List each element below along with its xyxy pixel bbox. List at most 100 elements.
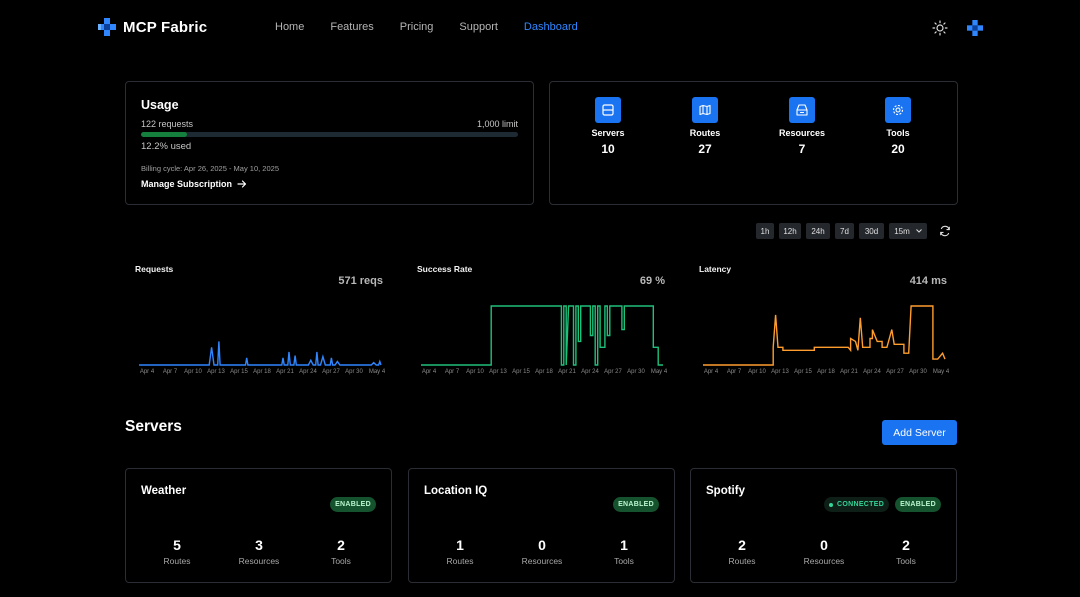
usage-limit: 1,000 limit [476,119,518,129]
chart-value: 414 ms [909,275,947,287]
x-tick-label: Apr 15 [512,369,530,375]
server-badges: CONNECTED ENABLED [824,497,941,512]
stat-value: 7 [798,142,806,156]
range-1h[interactable]: 1h [756,223,774,239]
success-rate-plot: Apr 4 Apr 7 Apr 10 Apr 13 Apr 15 Apr 18 Apr 21… [421,305,667,375]
resources-count: 0 [538,537,546,553]
connected-badge: CONNECTED [824,497,890,512]
routes-label: Routes [163,556,191,566]
range-24h[interactable]: 24h [806,223,830,239]
stat-tools[interactable]: Tools 20 [858,97,938,156]
mcp-logo-icon [98,18,116,36]
sun-icon[interactable] [932,20,948,36]
x-tick-label: Apr 18 [253,369,271,375]
stat-value: 10 [601,142,615,156]
x-tick-label: Apr 13 [771,369,789,375]
requests-chart: Requests 571 reqs Apr 4 Apr 7 Apr 10 Apr 13… [135,262,385,380]
x-tick-label: Apr 27 [604,369,622,375]
server-card-spotify[interactable]: Spotify CONNECTED ENABLED 2 Routes 0 Res… [690,468,957,583]
usage-card: Usage 122 requests 1,000 limit 12.2% use… [125,81,534,205]
series-line [703,305,946,366]
range-12h[interactable]: 12h [779,223,801,239]
interval-value: 15m [894,226,910,236]
x-tick-label: Apr 13 [207,369,225,375]
main-nav: Home Features Pricing Support Dashboard [275,21,604,33]
x-tick-label: May 4 [369,369,385,375]
usage-progress-fill [141,132,187,137]
chart-value: 571 reqs [338,275,383,287]
x-tick-label: Apr 24 [299,369,317,375]
server-card-location-iq[interactable]: Location IQ ENABLED 1 Routes 0 Resources… [408,468,675,583]
brand-logo[interactable]: MCP Fabric [98,18,207,36]
x-tick-label: Apr 7 [445,369,460,375]
tools-count: 2 [902,537,910,553]
x-tick-label: Apr 18 [535,369,553,375]
x-tick-label: Apr 21 [840,369,858,375]
stat-resources[interactable]: Resources 7 [762,97,842,156]
brand-name: MCP Fabric [123,18,208,36]
interval-select[interactable]: 15m [889,223,927,239]
x-tick-label: Apr 15 [230,369,248,375]
resources-label: Resources [521,556,563,566]
stat-label: Routes [689,128,721,138]
manage-subscription-link[interactable]: Manage Subscription [141,179,247,189]
x-tick-label: Apr 10 [466,369,484,375]
chart-title: Latency [699,264,732,274]
x-tick-label: Apr 7 [163,369,178,375]
server-resources: 0 Resources [789,537,859,566]
nav-features[interactable]: Features [330,21,374,33]
stat-value: 20 [891,142,905,156]
server-name: Location IQ [424,485,488,497]
x-tick-label: Apr 21 [558,369,576,375]
success-rate-chart: Success Rate 69 % Apr 4 Apr 7 Apr 10 Apr 13… [417,262,667,380]
usage-requests: 122 requests [141,119,194,129]
routes-label: Routes [728,556,756,566]
x-tick-label: Apr 24 [863,369,881,375]
x-tick-label: May 4 [651,369,667,375]
x-tick-label: Apr 10 [748,369,766,375]
x-tick-label: Apr 21 [276,369,294,375]
manage-subscription-label: Manage Subscription [141,179,233,189]
stat-routes[interactable]: Routes 27 [665,97,745,156]
routes-count: 2 [738,537,746,553]
resources-label: Resources [803,556,845,566]
routes-count: 1 [456,537,464,553]
server-tools: 1 Tools [589,537,659,566]
x-tick-label: Apr 30 [909,369,927,375]
stat-servers[interactable]: Servers 10 [568,97,648,156]
tools-label: Tools [614,556,634,566]
tools-label: Tools [896,556,916,566]
tools-count: 1 [620,537,628,553]
usage-percent: 12.2% used [141,141,192,152]
billing-cycle: Billing cycle: Apr 26, 2025 - May 10, 20… [141,164,279,173]
latency-chart: Latency 414 ms Apr 4 Apr 7 Apr 10 Apr 13 Apr… [699,262,949,380]
arrow-right-icon [237,180,247,188]
range-7d[interactable]: 7d [835,223,854,239]
server-routes: 1 Routes [425,537,495,566]
x-tick-label: Apr 7 [727,369,742,375]
status-badge: ENABLED [613,497,659,512]
status-dot-icon [829,502,834,507]
x-tick-label: Apr 10 [184,369,202,375]
add-server-button[interactable]: Add Server [882,420,957,445]
resources-count: 0 [820,537,828,553]
server-resources: 3 Resources [224,537,294,566]
refresh-icon[interactable] [939,225,951,237]
nav-support[interactable]: Support [459,21,498,33]
nav-home[interactable]: Home [275,21,305,33]
nav-pricing[interactable]: Pricing [399,21,434,33]
x-tick-label: Apr 27 [886,369,904,375]
server-resources: 0 Resources [507,537,577,566]
user-menu-icon[interactable] [967,20,983,36]
chart-title: Success Rate [417,264,473,274]
nav-dashboard[interactable]: Dashboard [523,21,578,33]
resources-label: Resources [238,556,280,566]
map-icon [692,97,718,123]
x-tick-label: Apr 18 [817,369,835,375]
usage-progress-bar [141,132,518,137]
range-30d[interactable]: 30d [859,223,884,239]
resources-count: 3 [255,537,263,553]
requests-plot: Apr 4 Apr 7 Apr 10 Apr 13 Apr 15 Apr 18 Apr 21… [139,341,385,375]
server-card-weather[interactable]: Weather ENABLED 5 Routes 3 Resources 2 T… [125,468,392,583]
series-line [421,305,663,366]
